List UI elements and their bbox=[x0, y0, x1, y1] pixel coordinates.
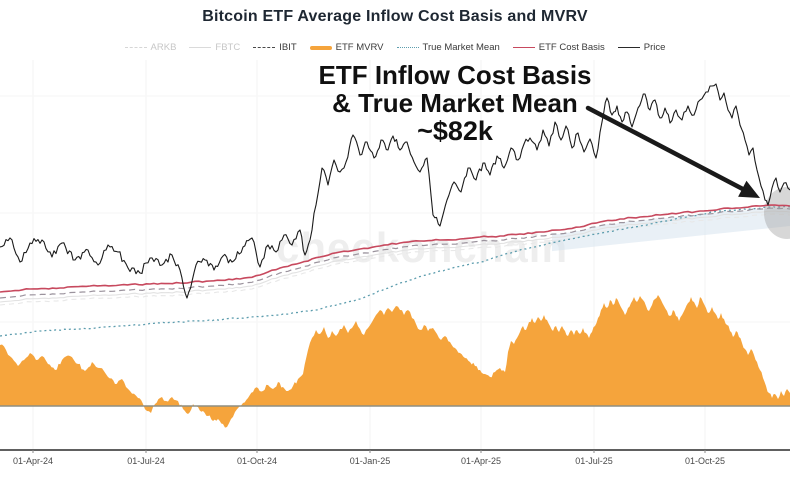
x-axis-label: 01-Apr-25 bbox=[460, 456, 502, 466]
legend-label: ETF MVRV bbox=[335, 42, 384, 53]
annotation-line-1: ETF Inflow Cost Basis bbox=[318, 60, 592, 90]
legend-item-ibit[interactable]: IBIT bbox=[253, 42, 297, 53]
legend-item-price[interactable]: Price bbox=[617, 42, 666, 53]
price-line bbox=[0, 83, 790, 299]
annotation-arrow-head-icon bbox=[738, 180, 760, 198]
legend-label: FBTC bbox=[215, 42, 241, 53]
x-axis-label: 01-Jul-25 bbox=[575, 456, 613, 466]
ibit-line bbox=[0, 207, 790, 299]
ibit-swatch-icon bbox=[253, 47, 276, 48]
arkb-swatch-icon bbox=[124, 47, 147, 48]
x-axis-label: 01-Jul-24 bbox=[127, 456, 165, 466]
etf-mvrv-area bbox=[0, 295, 790, 428]
cost-basis-band bbox=[552, 208, 790, 252]
chart-title: Bitcoin ETF Average Inflow Cost Basis an… bbox=[202, 8, 588, 25]
convergence-highlight bbox=[764, 187, 790, 239]
legend-item-etf-mvrv[interactable]: ETF MVRV bbox=[309, 42, 384, 53]
price-swatch-icon bbox=[617, 47, 640, 48]
annotation-line-2: & True Market Mean bbox=[332, 87, 578, 118]
etf-cost-basis-swatch-icon bbox=[512, 47, 535, 48]
etf-cost-basis-line bbox=[0, 204, 790, 293]
watermark: checkonchain bbox=[276, 224, 569, 271]
true-market-mean-line bbox=[0, 205, 790, 337]
etf-mvrv-swatch-icon bbox=[309, 45, 332, 50]
x-axis-label: 01-Apr-24 bbox=[12, 456, 54, 466]
x-axis-label: 01-Jan-25 bbox=[349, 456, 391, 466]
annotation-arrow-shaft bbox=[585, 105, 749, 193]
legend-label: ETF Cost Basis bbox=[538, 42, 605, 53]
legend-item-fbtc[interactable]: FBTC bbox=[189, 42, 240, 53]
legend: ARKB FBTC IBIT ETF MVRV True Market Mean ETF … bbox=[0, 42, 790, 53]
arkb-line bbox=[0, 213, 790, 306]
x-axis-label: 01-Oct-24 bbox=[236, 456, 278, 466]
legend-label: True Market Mean bbox=[422, 42, 500, 53]
fbtc-swatch-icon bbox=[189, 47, 212, 48]
annotation-callout: ETF Inflow Cost Basis & True Market Mean… bbox=[295, 60, 615, 147]
annotation-value: ~$82k bbox=[417, 116, 493, 147]
legend-item-arkb[interactable]: ARKB bbox=[124, 42, 177, 53]
legend-label: Price bbox=[643, 42, 666, 53]
legend-label: ARKB bbox=[150, 42, 177, 53]
legend-label: IBIT bbox=[279, 42, 297, 53]
true-market-mean-swatch-icon bbox=[396, 47, 419, 48]
x-axis-label: 01-Oct-25 bbox=[684, 456, 726, 466]
legend-item-true-market-mean[interactable]: True Market Mean bbox=[396, 42, 500, 53]
legend-item-etf-cost-basis[interactable]: ETF Cost Basis bbox=[512, 42, 605, 53]
fbtc-line bbox=[0, 210, 790, 303]
